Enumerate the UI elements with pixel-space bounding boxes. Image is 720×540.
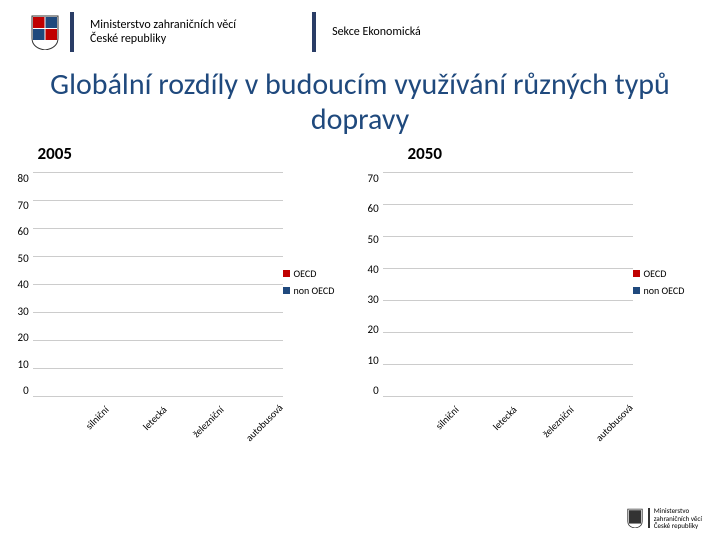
charts-row: 2005 80 70 60 50 40 30 20 10 0 silničníleteckáže… — [0, 141, 720, 432]
y-tick: 60 — [368, 202, 379, 215]
page-title: Globální rozdíly v budoucím využívání rů… — [0, 60, 720, 141]
gridline — [33, 312, 283, 313]
x-tick: silniční — [71, 399, 116, 444]
y-tick: 20 — [18, 331, 29, 344]
gridline — [33, 228, 283, 229]
footer-text: Ministerstvo zahraničních věcí České rep… — [654, 507, 702, 530]
x-tick: letecká — [128, 399, 173, 444]
legend-item: OECD — [633, 267, 703, 280]
footer-logo: Ministerstvo zahraničních věcí České rep… — [626, 507, 702, 530]
legend-item: non OECD — [283, 284, 353, 297]
y-tick: 70 — [368, 172, 379, 185]
legend-label: OECD — [294, 267, 317, 280]
gridline — [33, 340, 283, 341]
x-tick: autobusová — [243, 399, 288, 444]
legend-right: OECD non OECD — [633, 172, 703, 432]
gridline — [33, 284, 283, 285]
y-axis-right: 70 60 50 40 30 20 10 0 — [368, 172, 383, 397]
footer-divider — [648, 508, 650, 528]
section-name: Sekce Ekonomická — [326, 25, 427, 39]
ministry-line1: Ministerstvo zahraničních věcí — [90, 18, 236, 32]
gridline — [33, 368, 283, 369]
state-emblem-small-icon — [626, 508, 644, 528]
legend-swatch — [633, 270, 640, 277]
legend-swatch — [283, 270, 290, 277]
gridline — [33, 200, 283, 201]
y-tick: 40 — [18, 278, 29, 291]
gridline — [383, 332, 633, 333]
legend-swatch — [283, 287, 290, 294]
gridline — [383, 300, 633, 301]
gridline — [33, 396, 283, 397]
ministry-line2: České republiky — [90, 32, 236, 46]
legend-left: OECD non OECD — [283, 172, 353, 432]
legend-item: non OECD — [633, 284, 703, 297]
legend-label: non OECD — [644, 284, 685, 297]
x-tick: autobusová — [593, 399, 638, 444]
y-axis-left: 80 70 60 50 40 30 20 10 0 — [18, 172, 33, 397]
plot-left — [33, 172, 283, 397]
header-divider-2 — [312, 12, 316, 52]
y-tick: 50 — [18, 252, 29, 265]
y-tick: 30 — [18, 305, 29, 318]
y-tick: 10 — [368, 354, 379, 367]
x-tick: silniční — [421, 399, 466, 444]
legend-swatch — [633, 287, 640, 294]
legend-label: OECD — [644, 267, 667, 280]
x-tick: železniční — [536, 399, 581, 444]
y-tick: 0 — [23, 384, 29, 397]
state-emblem-icon — [30, 14, 60, 50]
x-tick: železniční — [186, 399, 231, 444]
y-tick: 60 — [18, 225, 29, 238]
y-tick: 50 — [368, 233, 379, 246]
header: Ministerstvo zahraničních věcí České rep… — [0, 0, 720, 60]
y-tick: 70 — [18, 199, 29, 212]
header-divider — [70, 12, 74, 52]
gridline — [383, 268, 633, 269]
chart-title-left: 2005 — [18, 143, 353, 172]
chart-title-right: 2050 — [368, 143, 703, 172]
y-tick: 40 — [368, 263, 379, 276]
gridline — [383, 364, 633, 365]
x-tick: letecká — [478, 399, 523, 444]
x-axis-left: silničníleteckáželezničníautobusová — [53, 399, 283, 412]
chart-2005: 2005 80 70 60 50 40 30 20 10 0 silničníleteckáže… — [18, 143, 353, 432]
y-tick: 30 — [368, 293, 379, 306]
footer-line3: České republiky — [654, 522, 702, 530]
gridline — [383, 236, 633, 237]
y-tick: 0 — [373, 384, 379, 397]
legend-item: OECD — [283, 267, 353, 280]
gridline — [33, 172, 283, 173]
x-axis-right: silničníleteckáželezničníautobusová — [403, 399, 633, 412]
gridline — [383, 172, 633, 173]
legend-label: non OECD — [294, 284, 335, 297]
gridline — [33, 256, 283, 257]
chart-2050: 2050 70 60 50 40 30 20 10 0 silničníleteckážele… — [368, 143, 703, 432]
gridline — [383, 204, 633, 205]
y-tick: 80 — [18, 172, 29, 185]
y-tick: 20 — [368, 323, 379, 336]
ministry-name: Ministerstvo zahraničních věcí České rep… — [84, 18, 242, 47]
plot-right — [383, 172, 633, 397]
y-tick: 10 — [18, 358, 29, 371]
gridline — [383, 396, 633, 397]
